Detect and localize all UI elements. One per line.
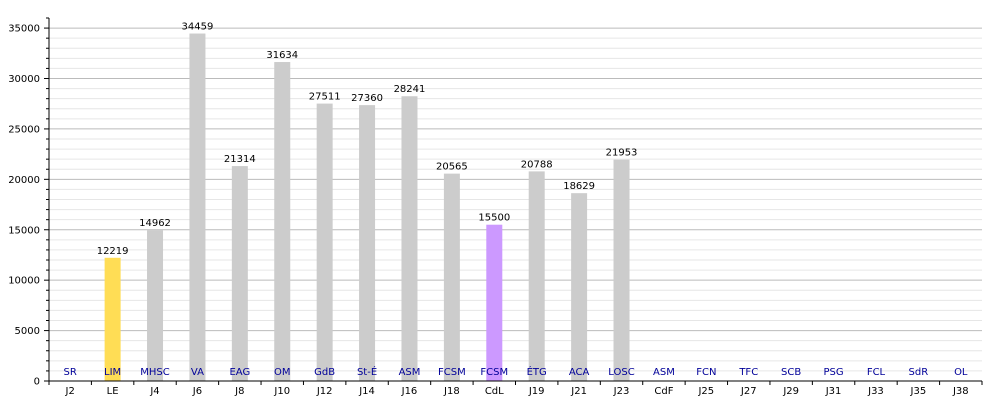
opponent-label: FCSM: [438, 367, 466, 378]
y-tick-label: 20000: [8, 175, 40, 186]
opponent-label: GdB: [314, 367, 335, 378]
bar-value-label: 31634: [266, 50, 298, 61]
y-tick-label: 10000: [8, 276, 40, 287]
bar-value-label: 12219: [97, 246, 129, 257]
bar-value-label: 28241: [394, 84, 426, 95]
opponent-label: FCN: [696, 367, 716, 378]
x-tick-label: CdF: [654, 386, 673, 397]
x-tick-label: J38: [952, 386, 969, 397]
x-tick-label: J16: [401, 386, 418, 397]
bar-value-label: 21314: [224, 154, 256, 165]
bar: [231, 166, 248, 381]
bar: [316, 103, 333, 382]
bar-value-label: 27511: [309, 92, 341, 103]
opponent-label: TFC: [738, 367, 758, 378]
opponent-label: ACA: [569, 367, 590, 378]
opponent-label: VA: [191, 367, 204, 378]
bar: [528, 171, 545, 381]
bar: [613, 159, 630, 381]
bar-value-label: 20788: [521, 159, 553, 170]
x-tick-label: J6: [192, 386, 202, 397]
y-tick-label: 30000: [8, 74, 40, 85]
x-tick-label: J12: [316, 386, 333, 397]
bar-value-label: 14962: [139, 218, 171, 229]
bar-value-labels: 12219 14962 34459 21314 31634 27511 27360 28241…: [97, 22, 638, 257]
opponent-label: OM: [274, 367, 291, 378]
opponent-label: FCL: [867, 367, 886, 378]
x-tick-labels: J2 LE J4 J6 J8 J10 J12 J14 J16 J18 CdL J19 J21 J23 CdF…: [65, 386, 969, 397]
opponent-labels: SR LIM MHSC VA EAG OM GdB St-É ASM FCSM FCSM ÉTG ACA…: [64, 365, 968, 378]
y-tick-labels: 0 5000 10000 15000 20000 25000 30000 35000: [8, 24, 40, 388]
opponent-label: St-É: [357, 365, 377, 378]
bar: [571, 193, 588, 381]
x-tick-label: J33: [867, 386, 884, 397]
opponent-label: SR: [64, 367, 77, 378]
x-tick-label: LE: [107, 386, 119, 397]
x-tick-label: J25: [697, 386, 714, 397]
opponent-label: SCB: [781, 367, 801, 378]
grid-lines: [49, 27, 982, 372]
opponent-label: PSG: [823, 367, 843, 378]
bar-value-label: 21953: [606, 148, 638, 159]
x-tick-label: J23: [613, 386, 630, 397]
y-tick-label: 25000: [8, 124, 40, 135]
bar: [147, 230, 164, 381]
x-tick-label: J31: [825, 386, 842, 397]
y-tick-label: 15000: [8, 225, 40, 236]
opponent-label: ÉTG: [527, 365, 547, 378]
opponent-label: MHSC: [140, 367, 169, 378]
opponent-label: LOSC: [608, 367, 634, 378]
bar: [359, 105, 376, 382]
x-tick-label: CdL: [485, 386, 504, 397]
y-tick-label: 0: [34, 377, 40, 388]
y-tick-label: 5000: [15, 326, 40, 337]
opponent-label: SdR: [909, 367, 929, 378]
bar-value-label: 18629: [563, 181, 595, 192]
x-tick-label: J8: [234, 386, 244, 397]
x-tick-label: J18: [443, 386, 460, 397]
bar-value-label: 27360: [351, 93, 383, 104]
bar: [274, 62, 291, 381]
bar: [189, 33, 206, 381]
x-tick-label: J10: [273, 386, 290, 397]
x-tick-label: J27: [740, 386, 757, 397]
bar: [443, 173, 460, 381]
bar: [104, 257, 121, 381]
bar: [401, 96, 418, 382]
x-tick-label: J35: [910, 386, 927, 397]
x-tick-label: J21: [570, 386, 587, 397]
opponent-label: LIM: [104, 367, 121, 378]
x-tick-label: J2: [65, 386, 75, 397]
x-tick-label: J29: [782, 386, 799, 397]
y-tick-label: 35000: [8, 24, 40, 35]
axes: [44, 17, 983, 385]
bar-value-label: 15500: [478, 213, 510, 224]
x-tick-label: J14: [358, 386, 375, 397]
bar-value-label: 34459: [182, 22, 214, 33]
opponent-label: OL: [954, 367, 968, 378]
opponent-label: FCSM: [480, 367, 508, 378]
bar-value-label: 20565: [436, 162, 468, 173]
opponent-label: ASM: [653, 367, 675, 378]
x-tick-label: J4: [149, 386, 159, 397]
opponent-label: ASM: [399, 367, 421, 378]
bars: [104, 33, 630, 382]
x-tick-label: J19: [528, 386, 545, 397]
opponent-label: EAG: [229, 367, 250, 378]
bar: [486, 224, 503, 381]
